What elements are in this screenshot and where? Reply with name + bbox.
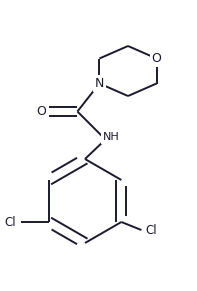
- Text: O: O: [36, 105, 46, 118]
- Text: Cl: Cl: [5, 216, 16, 228]
- Text: Cl: Cl: [146, 223, 157, 237]
- Text: NH: NH: [103, 132, 120, 141]
- Text: N: N: [95, 77, 104, 90]
- Text: O: O: [152, 52, 162, 65]
